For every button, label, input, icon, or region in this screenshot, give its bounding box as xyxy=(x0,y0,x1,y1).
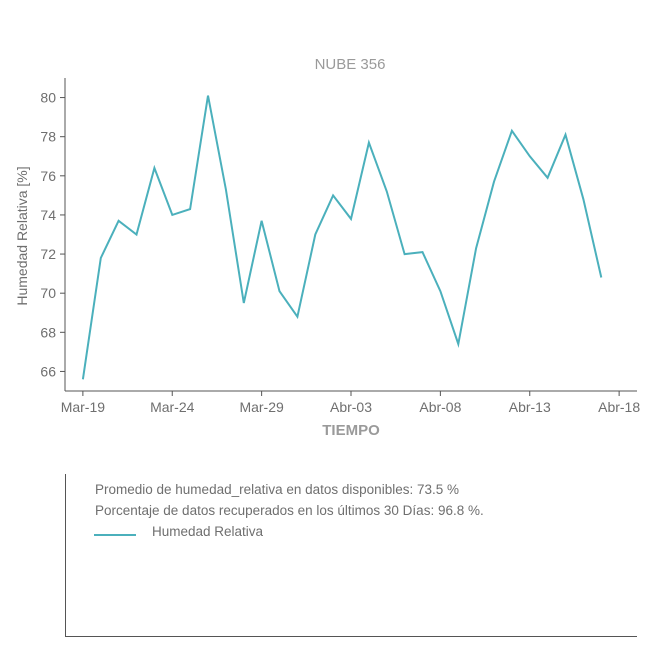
y-tick-label: 80 xyxy=(40,90,56,106)
y-axis-title: Humedad Relativa [%] xyxy=(14,166,30,305)
recovery-percentage-note: Porcentaje de datos recuperados en los ú… xyxy=(95,503,484,518)
y-tick-label: 78 xyxy=(40,129,56,145)
y-tick-label: 66 xyxy=(40,363,56,379)
y-tick-label: 68 xyxy=(40,324,56,340)
y-tick-label: 72 xyxy=(40,246,56,262)
chart-title: NUBE 356 xyxy=(315,56,386,73)
y-tick-label: 76 xyxy=(40,168,56,184)
y-tick-label: 74 xyxy=(40,207,56,223)
x-tick-label: Abr-03 xyxy=(330,399,372,415)
x-axis-ticks: Mar-19 Mar-24 Mar-29 Abr-03 Abr-08 Abr-13 Abr-… xyxy=(61,391,640,415)
y-axis-ticks: 66 68 70 72 74 76 78 80 xyxy=(40,90,65,379)
x-tick-label: Abr-18 xyxy=(598,399,640,415)
y-tick-label: 70 xyxy=(40,285,56,301)
series-line-humedad-relativa xyxy=(81,95,603,380)
x-axis-title: TIEMPO xyxy=(322,422,380,439)
x-tick-label: Mar-19 xyxy=(61,399,106,415)
x-tick-label: Abr-08 xyxy=(419,399,461,415)
legend-swatch xyxy=(94,534,136,536)
x-tick-label: Mar-29 xyxy=(239,399,284,415)
x-tick-label: Mar-24 xyxy=(150,399,195,415)
x-tick-label: Abr-13 xyxy=(509,399,551,415)
average-note: Promedio de humedad_relativa en datos di… xyxy=(95,482,459,497)
info-panel: Promedio de humedad_relativa en datos di… xyxy=(65,474,637,637)
legend-label: Humedad Relativa xyxy=(152,524,264,539)
